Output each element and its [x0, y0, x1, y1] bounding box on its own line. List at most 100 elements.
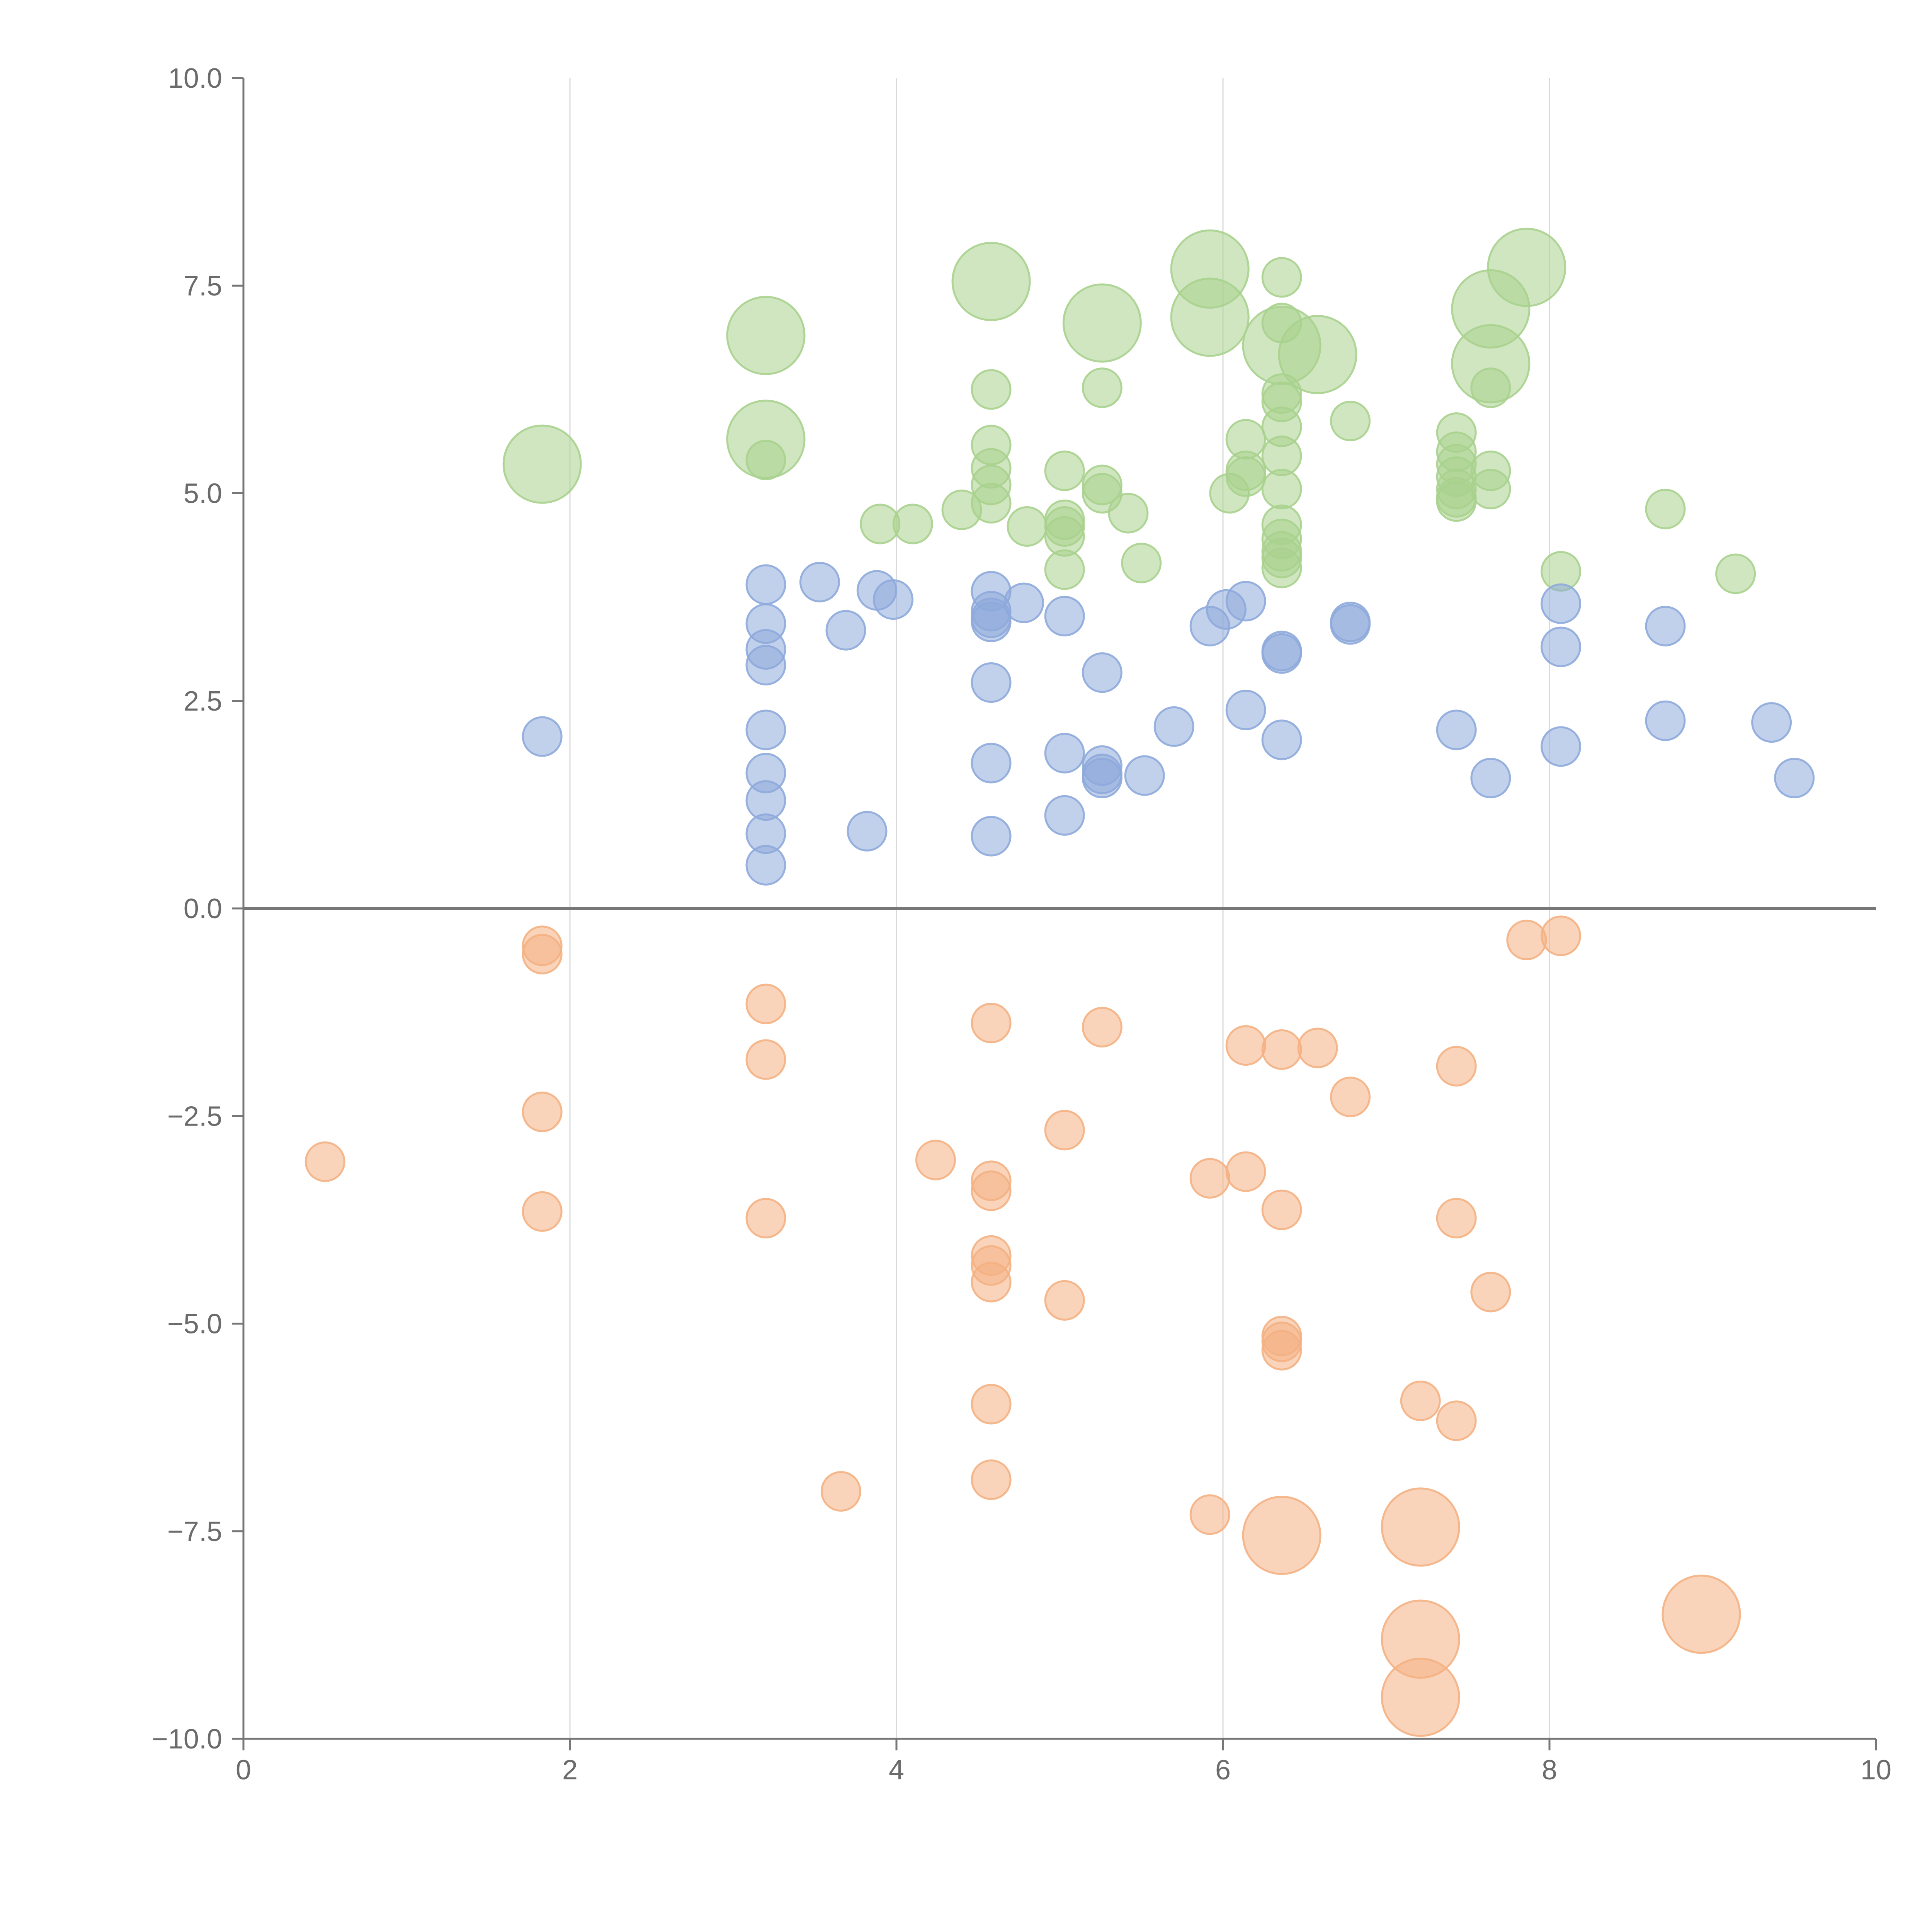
scatter-point — [971, 602, 1012, 643]
scatter-point — [1436, 1400, 1477, 1441]
scatter-point — [1082, 367, 1122, 408]
scatter-point — [1436, 481, 1477, 522]
scatter-point — [745, 1039, 786, 1080]
scatter-point — [1541, 726, 1582, 767]
scatter-point — [971, 1170, 1012, 1211]
scatter-point — [1261, 719, 1302, 760]
scatter-point — [1541, 583, 1582, 624]
scatter-point — [1121, 543, 1162, 583]
y-ticks: −10.0 −7.5 −5.0 −2.5 0.0 2.5 5.0 7.5 10.0 — [152, 63, 243, 1755]
y-tick-label: −5.0 — [167, 1309, 222, 1340]
scatter-point — [1645, 700, 1686, 741]
scatter-point — [1170, 277, 1250, 357]
scatter-point — [1436, 709, 1477, 750]
scatter-point — [502, 424, 582, 504]
scatter-point — [820, 1471, 861, 1512]
scatter-point — [1062, 283, 1142, 363]
scatter-point — [1330, 1077, 1371, 1117]
scatter-point — [1381, 1487, 1460, 1567]
x-tick-label: 8 — [1542, 1755, 1557, 1786]
scatter-point — [1645, 488, 1686, 529]
y-tick-label: 0.0 — [184, 893, 222, 924]
scatter-point — [825, 610, 866, 651]
y-tick-label: 2.5 — [184, 686, 222, 717]
scatter-point — [971, 1459, 1012, 1500]
x-tick-label: 6 — [1215, 1755, 1231, 1786]
y-tick-label: 10.0 — [168, 63, 222, 94]
scatter-point — [971, 662, 1012, 703]
scatter-point — [1044, 795, 1085, 836]
scatter-point — [1330, 604, 1371, 645]
scatter-point — [1400, 1380, 1441, 1421]
scatter-point — [1242, 1495, 1321, 1575]
scatter-point — [1153, 706, 1194, 747]
scatter-point — [1381, 1658, 1460, 1737]
scatter-point — [1297, 1027, 1338, 1068]
scatter-point — [745, 709, 786, 750]
scatter-point — [971, 1003, 1012, 1044]
scatter-point — [1108, 493, 1149, 534]
scatter-point — [1436, 1046, 1477, 1087]
scatter-point — [1225, 1151, 1266, 1192]
scatter-point — [1044, 450, 1085, 491]
x-tick-label: 2 — [562, 1755, 578, 1786]
scatter-point — [1261, 633, 1302, 674]
scatter-point — [745, 564, 786, 605]
y-tick-label: 7.5 — [184, 270, 222, 301]
scatter-point — [1487, 228, 1566, 307]
scatter-point — [1044, 1110, 1085, 1151]
scatter-point — [726, 296, 806, 375]
scatter-point — [304, 1141, 345, 1182]
y-tick-label: −2.5 — [167, 1101, 222, 1132]
scatter-point — [1541, 915, 1582, 956]
scatter-point — [745, 645, 786, 685]
scatter-point — [1044, 1280, 1085, 1321]
scatter-point — [915, 1139, 956, 1180]
scatter-point — [1541, 626, 1582, 667]
scatter-point — [522, 1092, 563, 1133]
scatter-point — [1506, 920, 1547, 961]
scatter-point — [745, 983, 786, 1024]
scatter-point — [1715, 553, 1756, 594]
scatter-point — [971, 369, 1012, 410]
scatter-point — [1261, 1189, 1302, 1230]
scatter-point — [971, 1384, 1012, 1425]
scatter-point — [522, 1191, 563, 1232]
scatter-point — [1470, 758, 1511, 799]
scatter-point — [1003, 582, 1044, 623]
scatter-point — [745, 1198, 786, 1239]
scatter-point — [1774, 758, 1815, 799]
scatter-point — [971, 1262, 1012, 1303]
x-tick-label: 4 — [889, 1755, 904, 1786]
x-tick-label: 0 — [236, 1755, 251, 1786]
scatter-point — [522, 934, 563, 975]
scatter-point — [1189, 1158, 1230, 1199]
scatter-point — [799, 561, 840, 602]
scatter-point — [1261, 469, 1302, 510]
scatter-point — [1082, 758, 1122, 799]
scatter-point — [1189, 1494, 1230, 1535]
scatter-point — [873, 579, 914, 620]
scatter-point — [951, 242, 1031, 321]
scatter-point — [1645, 605, 1686, 646]
scatter-point — [745, 440, 786, 481]
scatter-point — [1261, 1330, 1302, 1371]
scatter-point — [1007, 506, 1048, 547]
scatter-point — [1225, 581, 1266, 622]
y-tick-label: −10.0 — [152, 1724, 222, 1755]
scatter-point — [1278, 315, 1357, 395]
scatter-point — [971, 483, 1012, 524]
scatter-point — [1261, 548, 1302, 588]
data-points — [304, 228, 1815, 1737]
scatter-point — [971, 743, 1012, 784]
scatter-point — [971, 816, 1012, 857]
scatter-point — [1225, 456, 1266, 497]
scatter-point — [847, 811, 888, 852]
scatter-point — [745, 845, 786, 886]
scatter-point — [1261, 257, 1302, 298]
x-ticks: 0 2 4 6 8 10 — [236, 1739, 1891, 1786]
scatter-point — [1225, 689, 1266, 730]
y-tick-label: 5.0 — [184, 478, 222, 509]
scatter-point — [1751, 702, 1792, 743]
